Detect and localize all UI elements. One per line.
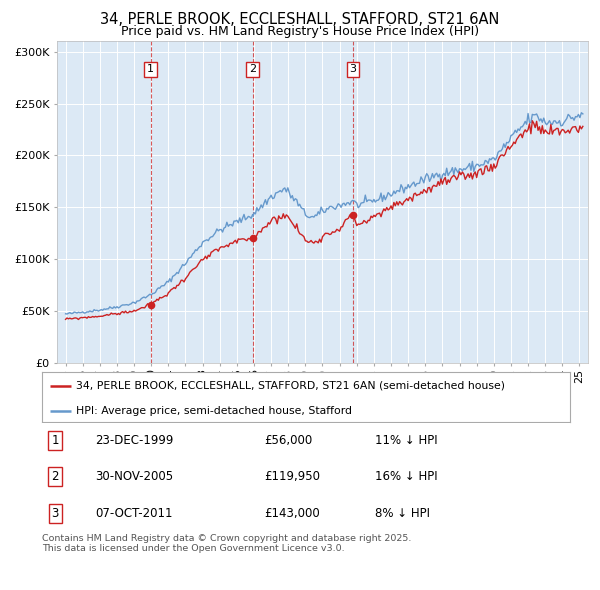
- Text: 34, PERLE BROOK, ECCLESHALL, STAFFORD, ST21 6AN (semi-detached house): 34, PERLE BROOK, ECCLESHALL, STAFFORD, S…: [76, 381, 505, 391]
- Text: 07-OCT-2011: 07-OCT-2011: [95, 507, 172, 520]
- Text: £143,000: £143,000: [264, 507, 320, 520]
- Text: £119,950: £119,950: [264, 470, 320, 483]
- Text: 11% ↓ HPI: 11% ↓ HPI: [374, 434, 437, 447]
- Text: 30-NOV-2005: 30-NOV-2005: [95, 470, 173, 483]
- Text: 2: 2: [52, 470, 59, 483]
- Text: 23-DEC-1999: 23-DEC-1999: [95, 434, 173, 447]
- Text: 1: 1: [147, 64, 154, 74]
- Text: HPI: Average price, semi-detached house, Stafford: HPI: Average price, semi-detached house,…: [76, 406, 352, 416]
- Text: Price paid vs. HM Land Registry's House Price Index (HPI): Price paid vs. HM Land Registry's House …: [121, 25, 479, 38]
- Text: £56,000: £56,000: [264, 434, 312, 447]
- Text: 8% ↓ HPI: 8% ↓ HPI: [374, 507, 430, 520]
- Text: 3: 3: [52, 507, 59, 520]
- Text: 3: 3: [349, 64, 356, 74]
- Text: 1: 1: [52, 434, 59, 447]
- Text: Contains HM Land Registry data © Crown copyright and database right 2025.
This d: Contains HM Land Registry data © Crown c…: [42, 534, 412, 553]
- Text: 16% ↓ HPI: 16% ↓ HPI: [374, 470, 437, 483]
- Text: 34, PERLE BROOK, ECCLESHALL, STAFFORD, ST21 6AN: 34, PERLE BROOK, ECCLESHALL, STAFFORD, S…: [100, 12, 500, 27]
- Text: 2: 2: [249, 64, 256, 74]
